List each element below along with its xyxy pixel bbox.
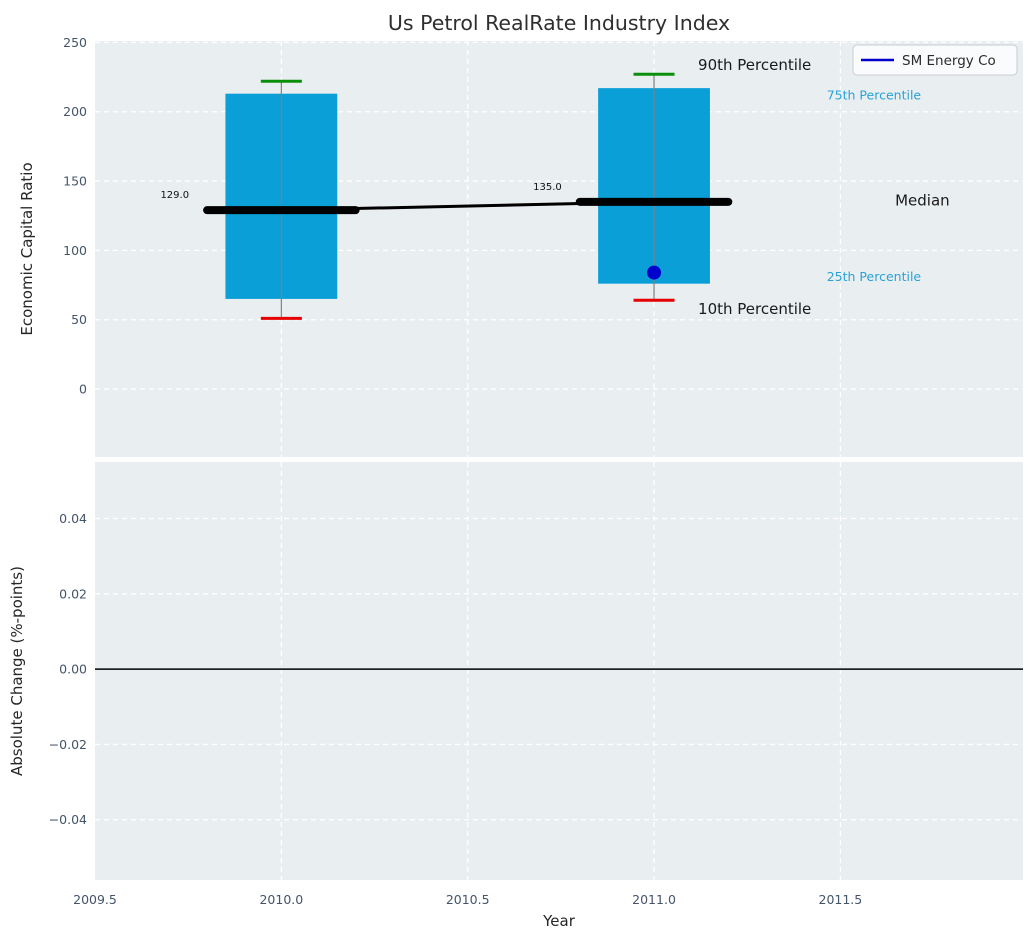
percentile-annotation: 90th Percentile: [698, 56, 811, 74]
legend: SM Energy Co: [852, 44, 1018, 76]
legend-box: [852, 44, 1018, 76]
boxplot-content: 129.0 135.0: [160, 72, 733, 320]
x-axis-label: Year: [542, 912, 576, 930]
x-tick-label: 2010.0: [259, 892, 303, 907]
y-axis-label-top: Economic Capital Ratio: [18, 162, 36, 335]
percentile-annotation: Median: [895, 192, 950, 210]
y-tick-label-top: 0: [79, 382, 87, 397]
y-tick-label-top: 200: [63, 104, 87, 119]
median-bar: [575, 197, 733, 206]
median-value-label: 135.0: [533, 182, 562, 193]
y-tick-label-top: 250: [63, 35, 87, 50]
chart-title: Us Petrol RealRate Industry Index: [388, 11, 730, 35]
x-tick-label: 2011.5: [819, 892, 863, 907]
bottom-axes-background: [95, 462, 1023, 880]
x-tick-label: 2011.0: [632, 892, 676, 907]
annotations: 90th Percentile 75th Percentile Median 25th…: [698, 56, 950, 318]
y-tick-label-bottom: 0.02: [59, 586, 87, 601]
company-data-point: [647, 265, 662, 280]
y-tick-label-top: 50: [71, 312, 87, 327]
percentile-annotation: 75th Percentile: [827, 87, 922, 102]
y-tick-label-bottom: 0.04: [59, 511, 87, 526]
legend-label: SM Energy Co: [902, 53, 996, 69]
median-bar: [203, 206, 360, 215]
x-tick-label: 2009.5: [73, 892, 117, 907]
y-tick-label-top: 150: [63, 174, 87, 189]
x-tick-label: 2010.5: [446, 892, 490, 907]
y-tick-label-bottom: −0.04: [49, 812, 87, 827]
y-tick-label-bottom: 0.00: [59, 662, 87, 677]
y-axis-label-bottom: Absolute Change (%-points): [8, 566, 26, 776]
y-tick-label-top: 100: [63, 243, 87, 258]
y-tick-label-bottom: −0.02: [49, 737, 87, 752]
tick-labels: 0 50 100 150 200 250 −0.04 −0.02 0.00 0.02 0.04 200…: [49, 35, 863, 907]
percentile-annotation: 25th Percentile: [827, 269, 922, 284]
median-value-label: 129.0: [160, 190, 189, 201]
percentile-annotation: 10th Percentile: [698, 300, 811, 318]
